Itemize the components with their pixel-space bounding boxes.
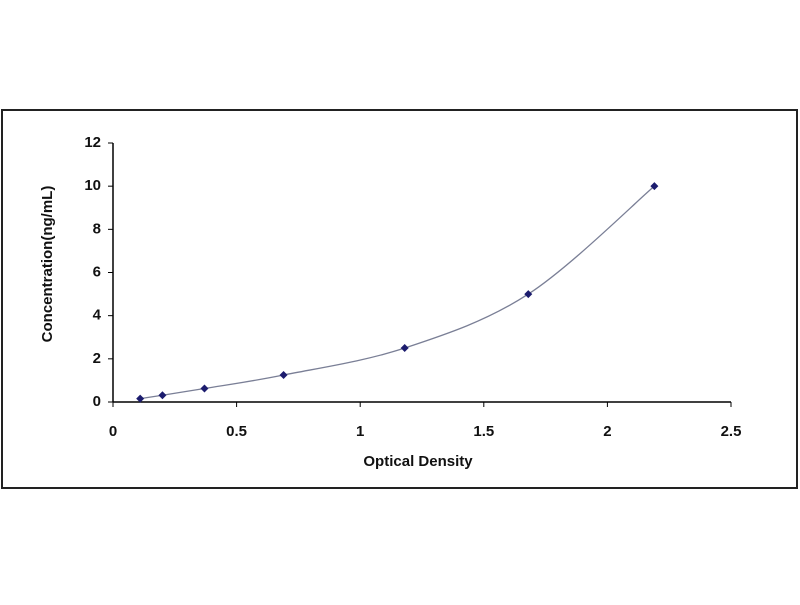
x-tick-label: 1 <box>356 423 364 440</box>
x-tick-label: 0 <box>109 423 117 440</box>
x-tick-label: 2.5 <box>721 423 742 440</box>
y-tick-label: 8 <box>93 220 101 237</box>
x-tick-label: 0.5 <box>226 423 247 440</box>
data-point <box>279 371 288 380</box>
y-tick-label: 12 <box>84 134 101 151</box>
chart-frame <box>1 109 798 489</box>
x-tick-label: 1.5 <box>473 423 494 440</box>
data-point <box>136 394 145 403</box>
y-tick-label: 10 <box>84 177 101 194</box>
fit-curve <box>140 185 655 400</box>
y-tick-label: 2 <box>93 350 101 367</box>
y-tick-label: 0 <box>93 393 101 410</box>
data-point <box>200 384 209 393</box>
y-axis-title: Concentration(ng/mL) <box>39 186 56 343</box>
data-point <box>524 290 533 299</box>
y-tick-label: 6 <box>93 263 101 280</box>
data-point <box>400 344 409 353</box>
x-tick-label: 2 <box>603 423 611 440</box>
y-tick-label: 4 <box>93 307 102 324</box>
data-point <box>158 391 167 400</box>
data-point <box>650 182 659 191</box>
x-axis-title: Optical Density <box>363 453 473 470</box>
